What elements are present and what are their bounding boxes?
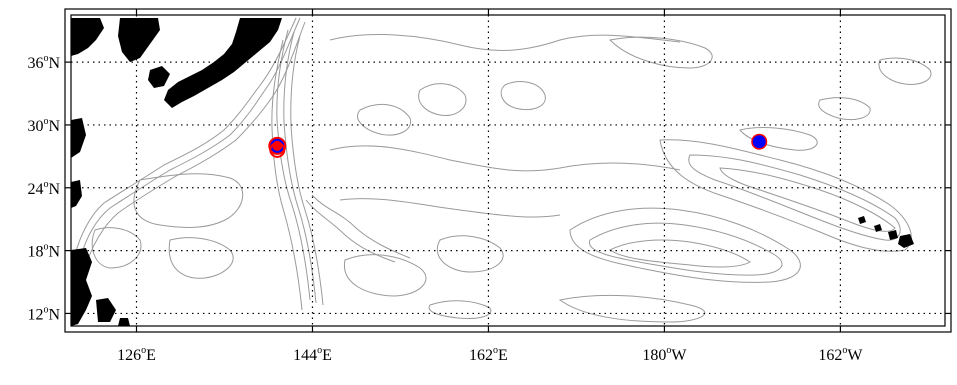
lat-label: 36oN — [27, 53, 60, 72]
lat-label: 24oN — [27, 179, 60, 198]
graticule — [71, 15, 945, 326]
lon-label: 144oE — [293, 345, 332, 364]
marker-core — [752, 135, 766, 149]
marker-red-ring-west — [268, 136, 287, 158]
frame-ticks — [65, 9, 951, 332]
latitude-labels: 36oN 30oN 24oN 18oN 12oN — [27, 53, 60, 323]
station-markers — [268, 133, 768, 158]
marker-ring-offset — [269, 141, 286, 158]
lon-label: 126oE — [117, 345, 156, 364]
lat-label: 12oN — [27, 304, 60, 323]
map-frame — [64, 8, 952, 333]
marker-core — [270, 138, 285, 153]
longitude-labels: 126oE 144oE 162oE 180oW 162oW — [117, 345, 863, 364]
lon-label: 162oW — [818, 345, 863, 364]
land-masses — [71, 18, 914, 326]
lat-label: 18oN — [27, 242, 60, 261]
lon-label: 162oE — [469, 345, 508, 364]
lat-label: 30oN — [27, 116, 60, 135]
lon-label: 180oW — [642, 345, 687, 364]
marker-blue-east — [751, 133, 768, 150]
